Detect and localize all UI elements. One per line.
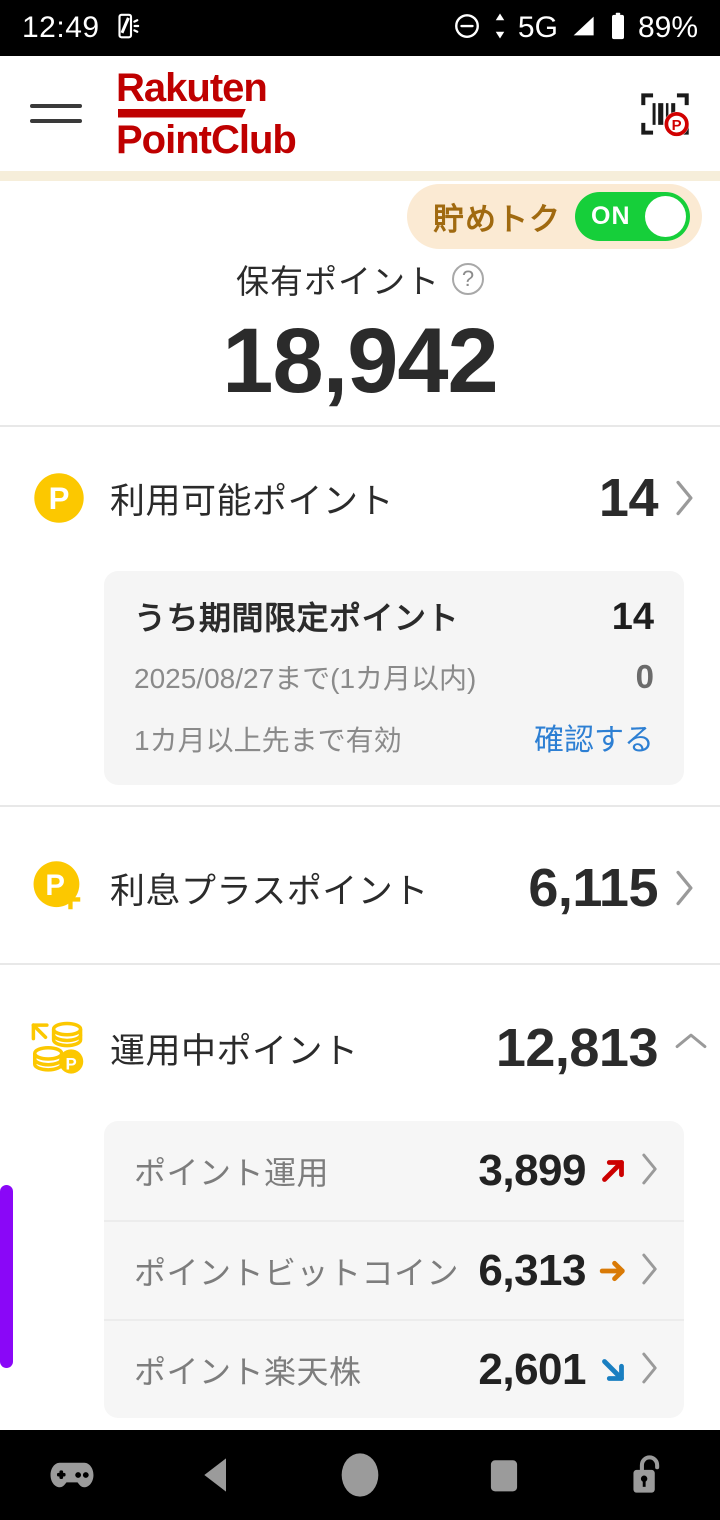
recents-icon[interactable] xyxy=(432,1430,576,1520)
total-points-label: 保有ポイント xyxy=(236,263,440,300)
brand-logo: Rakuten PointClub xyxy=(116,65,297,162)
limited-points-card: うち期間限定ポイント 14 2025/08/27まで(1カ月以内) 0 1カ月以… xyxy=(104,571,684,785)
home-icon[interactable] xyxy=(288,1430,432,1520)
tametoku-toggle[interactable]: 貯めトク ON xyxy=(407,184,702,249)
total-points-value: 18,942 xyxy=(222,310,498,412)
available-points-row[interactable]: P 利用可能ポイント 14 xyxy=(0,455,720,541)
limited-points-label: うち期間限定ポイント xyxy=(134,600,460,636)
interest-plus-points-right: 6,115 xyxy=(528,857,720,919)
network-type-label: 5G xyxy=(517,11,558,44)
investing-points-right: 12,813 xyxy=(496,1017,720,1079)
point-p-plus-circle-icon: P xyxy=(28,860,90,916)
vibrate-icon xyxy=(114,11,144,46)
divider-1 xyxy=(0,425,720,427)
signal-icon xyxy=(568,11,598,46)
hamburger-menu-icon[interactable] xyxy=(30,92,86,136)
chevron-right-icon[interactable] xyxy=(674,479,696,517)
invest-item-right: 2,601 xyxy=(478,1345,662,1395)
status-bar: 12:49 5G xyxy=(0,0,720,56)
data-transfer-icon xyxy=(492,11,508,46)
battery-percent-label: 89% xyxy=(637,11,698,44)
do-not-disturb-icon xyxy=(452,11,482,46)
invest-item-label: ポイント運用 xyxy=(134,1154,330,1191)
investing-points-label: 運用中ポイント xyxy=(110,1031,359,1071)
total-points-block: 保有ポイント ? 18,942 xyxy=(0,255,720,410)
arrow-down-right-icon xyxy=(596,1353,630,1387)
interest-plus-points-label: 利息プラスポイント xyxy=(110,871,429,911)
chevron-right-icon[interactable] xyxy=(640,1152,662,1190)
interest-plus-points-value: 6,115 xyxy=(528,858,658,918)
barcode-scan-point-icon[interactable]: P xyxy=(634,83,696,145)
status-bar-right: 5G 89% xyxy=(452,11,698,46)
svg-text:P: P xyxy=(49,481,70,516)
unlock-icon[interactable] xyxy=(576,1430,720,1520)
long-term-points-label: 1カ月以上先まで有効 xyxy=(134,725,402,756)
chevron-right-icon[interactable] xyxy=(640,1351,662,1389)
invest-item-value: 3,899 xyxy=(478,1145,586,1195)
investing-breakdown-card: ポイント運用 3,899 ポイントビットコイン 6,3 xyxy=(104,1121,684,1418)
tametoku-switch-state: ON xyxy=(591,202,631,230)
header-accent-strip xyxy=(0,171,720,181)
invest-item-value: 2,601 xyxy=(478,1344,586,1394)
point-p-circle-icon: P xyxy=(28,472,90,524)
system-navigation-bar xyxy=(0,1430,720,1520)
back-icon[interactable] xyxy=(144,1430,288,1520)
svg-text:P: P xyxy=(45,870,65,902)
expiring-points-row: 2025/08/27まで(1カ月以内) 0 xyxy=(134,657,654,697)
invest-item-label: ポイント楽天株 xyxy=(134,1353,362,1390)
brand-line-rakuten: Rakuten xyxy=(116,65,268,110)
divider-3 xyxy=(0,963,720,965)
confirm-link[interactable]: 確認する xyxy=(534,724,654,757)
game-mode-icon[interactable] xyxy=(0,1430,144,1520)
battery-icon xyxy=(608,11,628,46)
limited-points-value: 14 xyxy=(611,596,654,638)
available-points-label: 利用可能ポイント xyxy=(110,481,395,521)
available-points-value: 14 xyxy=(598,468,659,528)
investing-points-row[interactable]: P 運用中ポイント 12,813 xyxy=(0,1005,720,1091)
long-term-points-row: 1カ月以上先まで有効 確認する xyxy=(134,715,654,759)
chevron-right-icon[interactable] xyxy=(640,1252,662,1290)
coins-point-icon: P xyxy=(28,1017,90,1079)
svg-text:P: P xyxy=(672,118,682,134)
invest-item-value: 6,313 xyxy=(478,1245,586,1295)
tametoku-switch-knob xyxy=(645,196,686,237)
limited-points-row: うち期間限定ポイント 14 xyxy=(134,593,654,639)
chevron-up-icon[interactable] xyxy=(674,1029,707,1067)
svg-text:P: P xyxy=(66,1055,77,1074)
invest-item-right: 6,313 xyxy=(478,1246,662,1296)
brand-underline xyxy=(118,108,246,118)
status-bar-left: 12:49 xyxy=(22,11,144,46)
invest-item-label: ポイントビットコイン xyxy=(134,1254,460,1291)
tametoku-switch[interactable]: ON xyxy=(575,192,690,241)
arrow-up-right-icon xyxy=(596,1154,630,1188)
list-item[interactable]: ポイントビットコイン 6,313 xyxy=(104,1220,684,1319)
divider-2 xyxy=(0,805,720,807)
total-points-label-row: 保有ポイント ? xyxy=(0,255,720,303)
question-mark-icon[interactable]: ? xyxy=(452,263,484,295)
app-header: Rakuten PointClub P xyxy=(0,56,720,171)
tametoku-label: 貯めトク xyxy=(433,202,561,237)
investing-points-value: 12,813 xyxy=(495,1018,659,1078)
invest-item-right: 3,899 xyxy=(478,1146,662,1196)
list-item[interactable]: ポイント楽天株 2,601 xyxy=(104,1319,684,1418)
arrow-right-icon xyxy=(596,1254,630,1288)
chevron-right-icon[interactable] xyxy=(674,869,696,907)
list-item[interactable]: ポイント運用 3,899 xyxy=(104,1121,684,1220)
interest-plus-points-row[interactable]: P 利息プラスポイント 6,115 xyxy=(0,845,720,931)
status-bar-clock: 12:49 xyxy=(22,11,100,44)
expiring-points-value: 0 xyxy=(635,658,654,695)
edge-gesture-handle[interactable] xyxy=(0,1185,13,1368)
available-points-right: 14 xyxy=(599,467,720,529)
expiring-points-label: 2025/08/27まで(1カ月以内) xyxy=(134,663,477,694)
brand-line-pointclub: PointClub xyxy=(116,117,297,162)
